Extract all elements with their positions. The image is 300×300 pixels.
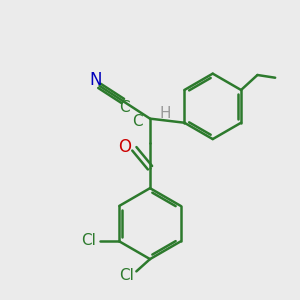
Text: N: N xyxy=(89,71,102,89)
Text: C: C xyxy=(132,114,142,129)
Text: H: H xyxy=(160,106,171,121)
Text: Cl: Cl xyxy=(119,268,134,283)
Text: C: C xyxy=(119,100,129,115)
Text: Cl: Cl xyxy=(81,233,96,248)
Text: O: O xyxy=(118,139,131,157)
